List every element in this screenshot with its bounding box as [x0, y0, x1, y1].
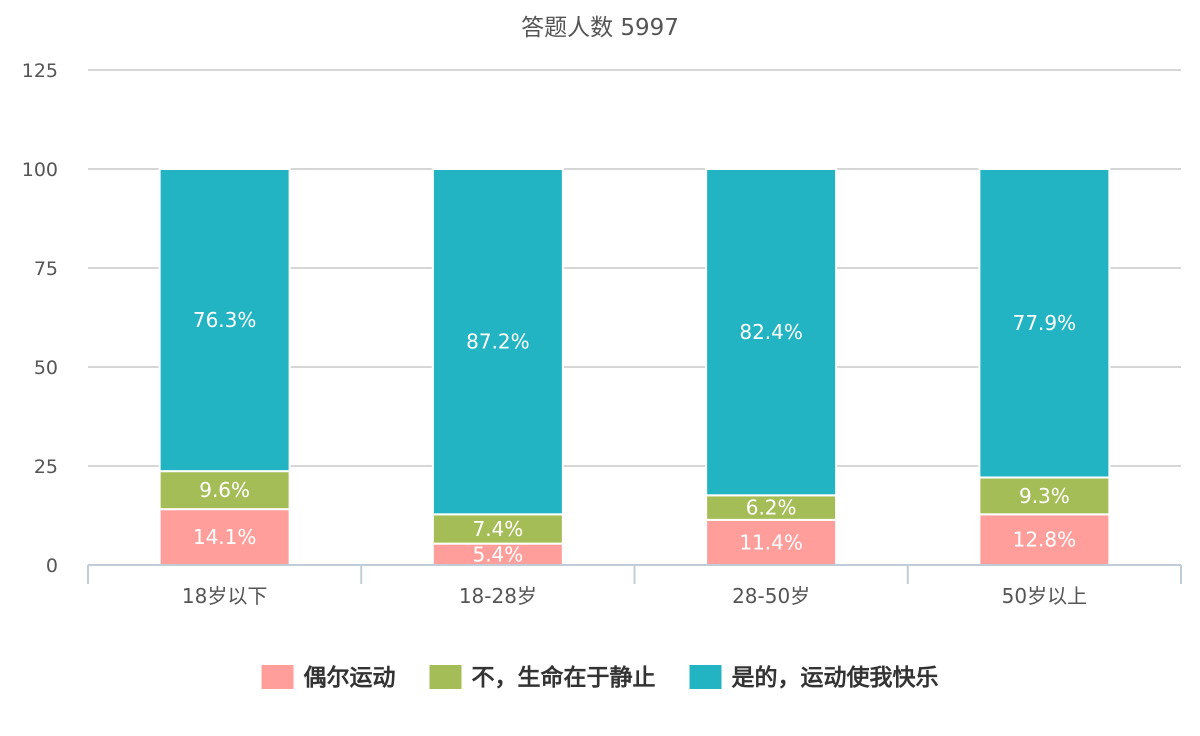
legend-swatch [261, 665, 294, 689]
data-labels: 14.1% 9.6% 76.3% 5.4%7.4% 87.2% 11.4% 6.2% 82.4… [193, 308, 1076, 566]
bar-segment [978, 168, 1111, 479]
bar-segment [705, 168, 838, 497]
data-label: 76.3% [193, 308, 257, 332]
legend-item[interactable]: 不，生命在于静止 [429, 664, 656, 691]
chart-title: 答题人数 5997 [521, 15, 679, 41]
y-axis: 0 25 50 75 100 125 [22, 60, 58, 577]
bar-segment [158, 508, 291, 566]
y-tick-label: 125 [22, 60, 58, 82]
data-label: 5.4% [472, 542, 523, 566]
bar-segment [158, 470, 291, 511]
data-label: 82.4% [739, 320, 803, 344]
y-tick-label: 100 [22, 159, 58, 181]
bar-segment [978, 476, 1111, 516]
legend-item[interactable]: 是的，运动使我快乐 [689, 664, 939, 691]
data-label: 87.2% [466, 330, 530, 354]
bar-segment [431, 168, 564, 516]
x-tick-label: 50岁以上 [1002, 584, 1087, 608]
y-tick-label: 0 [46, 555, 58, 577]
data-label: 14.1% [193, 525, 257, 549]
y-tick-label: 50 [34, 357, 58, 379]
legend-label: 不，生命在于静止 [472, 664, 656, 691]
data-label: 11.4% [739, 530, 803, 554]
data-label: 77.9% [1013, 311, 1077, 335]
legend-label: 偶尔运动 [304, 664, 396, 691]
bar-segment [158, 168, 291, 473]
x-axis: 18岁以下 18-28岁 28-50岁 50岁以上 [87, 564, 1182, 608]
legend-item[interactable]: 偶尔运动 [261, 664, 396, 691]
y-tick-label: 25 [34, 456, 58, 478]
data-label: 9.6% [199, 478, 250, 502]
data-label: 6.2% [746, 496, 797, 520]
legend-swatch [689, 665, 722, 689]
bars [158, 168, 1111, 567]
legend-label: 是的，运动使我快乐 [732, 664, 939, 691]
x-tick-label: 18岁以下 [182, 584, 267, 608]
data-label: 7.4% [472, 517, 523, 541]
legend: 偶尔运动 不，生命在于静止 是的，运动使我快乐 [261, 664, 939, 691]
data-label: 9.3% [1019, 484, 1070, 508]
x-tick-label: 18-28岁 [459, 584, 537, 608]
y-tick-label: 75 [34, 258, 58, 280]
data-label: 12.8% [1013, 528, 1077, 552]
x-tick-label: 28-50岁 [732, 584, 810, 608]
legend-swatch [429, 665, 462, 689]
